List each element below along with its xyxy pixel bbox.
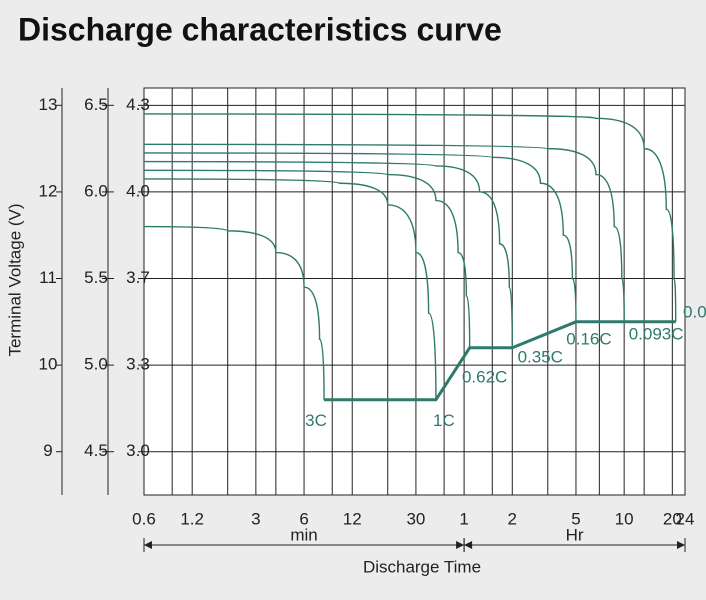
end-voltage-line xyxy=(324,320,676,402)
discharge-curve xyxy=(143,169,471,348)
x-tick-label: 6 xyxy=(299,509,308,528)
discharge-curve xyxy=(143,178,437,400)
discharge-curve xyxy=(143,225,325,400)
x-tick-label: 5 xyxy=(571,509,580,528)
y-tick-label: 3.7 xyxy=(126,268,150,287)
y-tick-label: 12 xyxy=(39,181,58,200)
plot-border xyxy=(143,87,686,496)
x-tick-label: 30 xyxy=(406,509,425,528)
y-tick-label: 9 xyxy=(43,441,52,460)
x-tick-label: 20 xyxy=(663,509,682,528)
x-tick-label: 1.2 xyxy=(180,509,204,528)
group-label: min xyxy=(290,525,317,544)
y-tick-label: 10 xyxy=(39,355,58,374)
y-tick-label: 6.5 xyxy=(84,95,108,114)
y-tick-label: 13 xyxy=(39,95,58,114)
y-axis-label: Terminal Voltage (V) xyxy=(5,203,24,356)
y-tick-label: 5.0 xyxy=(84,355,108,374)
series-label: 0.35C xyxy=(518,347,563,366)
x-tick-label: 12 xyxy=(343,509,362,528)
series-label: 0.16C xyxy=(566,329,611,348)
discharge-curve xyxy=(143,113,677,322)
series-label: 1C xyxy=(433,411,455,430)
group-label: Hr xyxy=(566,525,584,544)
x-tick-label: 2 xyxy=(508,509,517,528)
x-tick-label: 3 xyxy=(251,509,260,528)
series-label: 0.62C xyxy=(462,367,507,386)
discharge-curve xyxy=(143,143,625,322)
chart-title: Discharge characteristics curve xyxy=(18,11,502,47)
discharge-curve xyxy=(143,160,513,348)
x-tick-label: 1 xyxy=(459,509,468,528)
y-tick-label: 11 xyxy=(39,268,57,287)
y-tick-label: 3.0 xyxy=(126,441,150,460)
y-tick-label: 5.5 xyxy=(84,268,108,287)
y-tick-label: 3.3 xyxy=(126,355,150,374)
x-tick-label: 10 xyxy=(615,509,634,528)
series-label: 0.093C xyxy=(629,324,684,343)
y-tick-label: 6.0 xyxy=(84,181,108,200)
series-label: 0.05C xyxy=(683,302,706,321)
y-tick-label: 4.0 xyxy=(126,181,150,200)
y-tick-label: 4.3 xyxy=(126,95,150,114)
plot-area xyxy=(144,88,685,495)
y-tick-label: 4.5 xyxy=(84,441,108,460)
x-tick-label: 24 xyxy=(676,509,695,528)
series-label: 3C xyxy=(305,411,327,430)
discharge-curve xyxy=(143,152,577,322)
x-axis-label: Discharge Time xyxy=(363,557,481,576)
x-tick-label: 0.6 xyxy=(132,509,156,528)
